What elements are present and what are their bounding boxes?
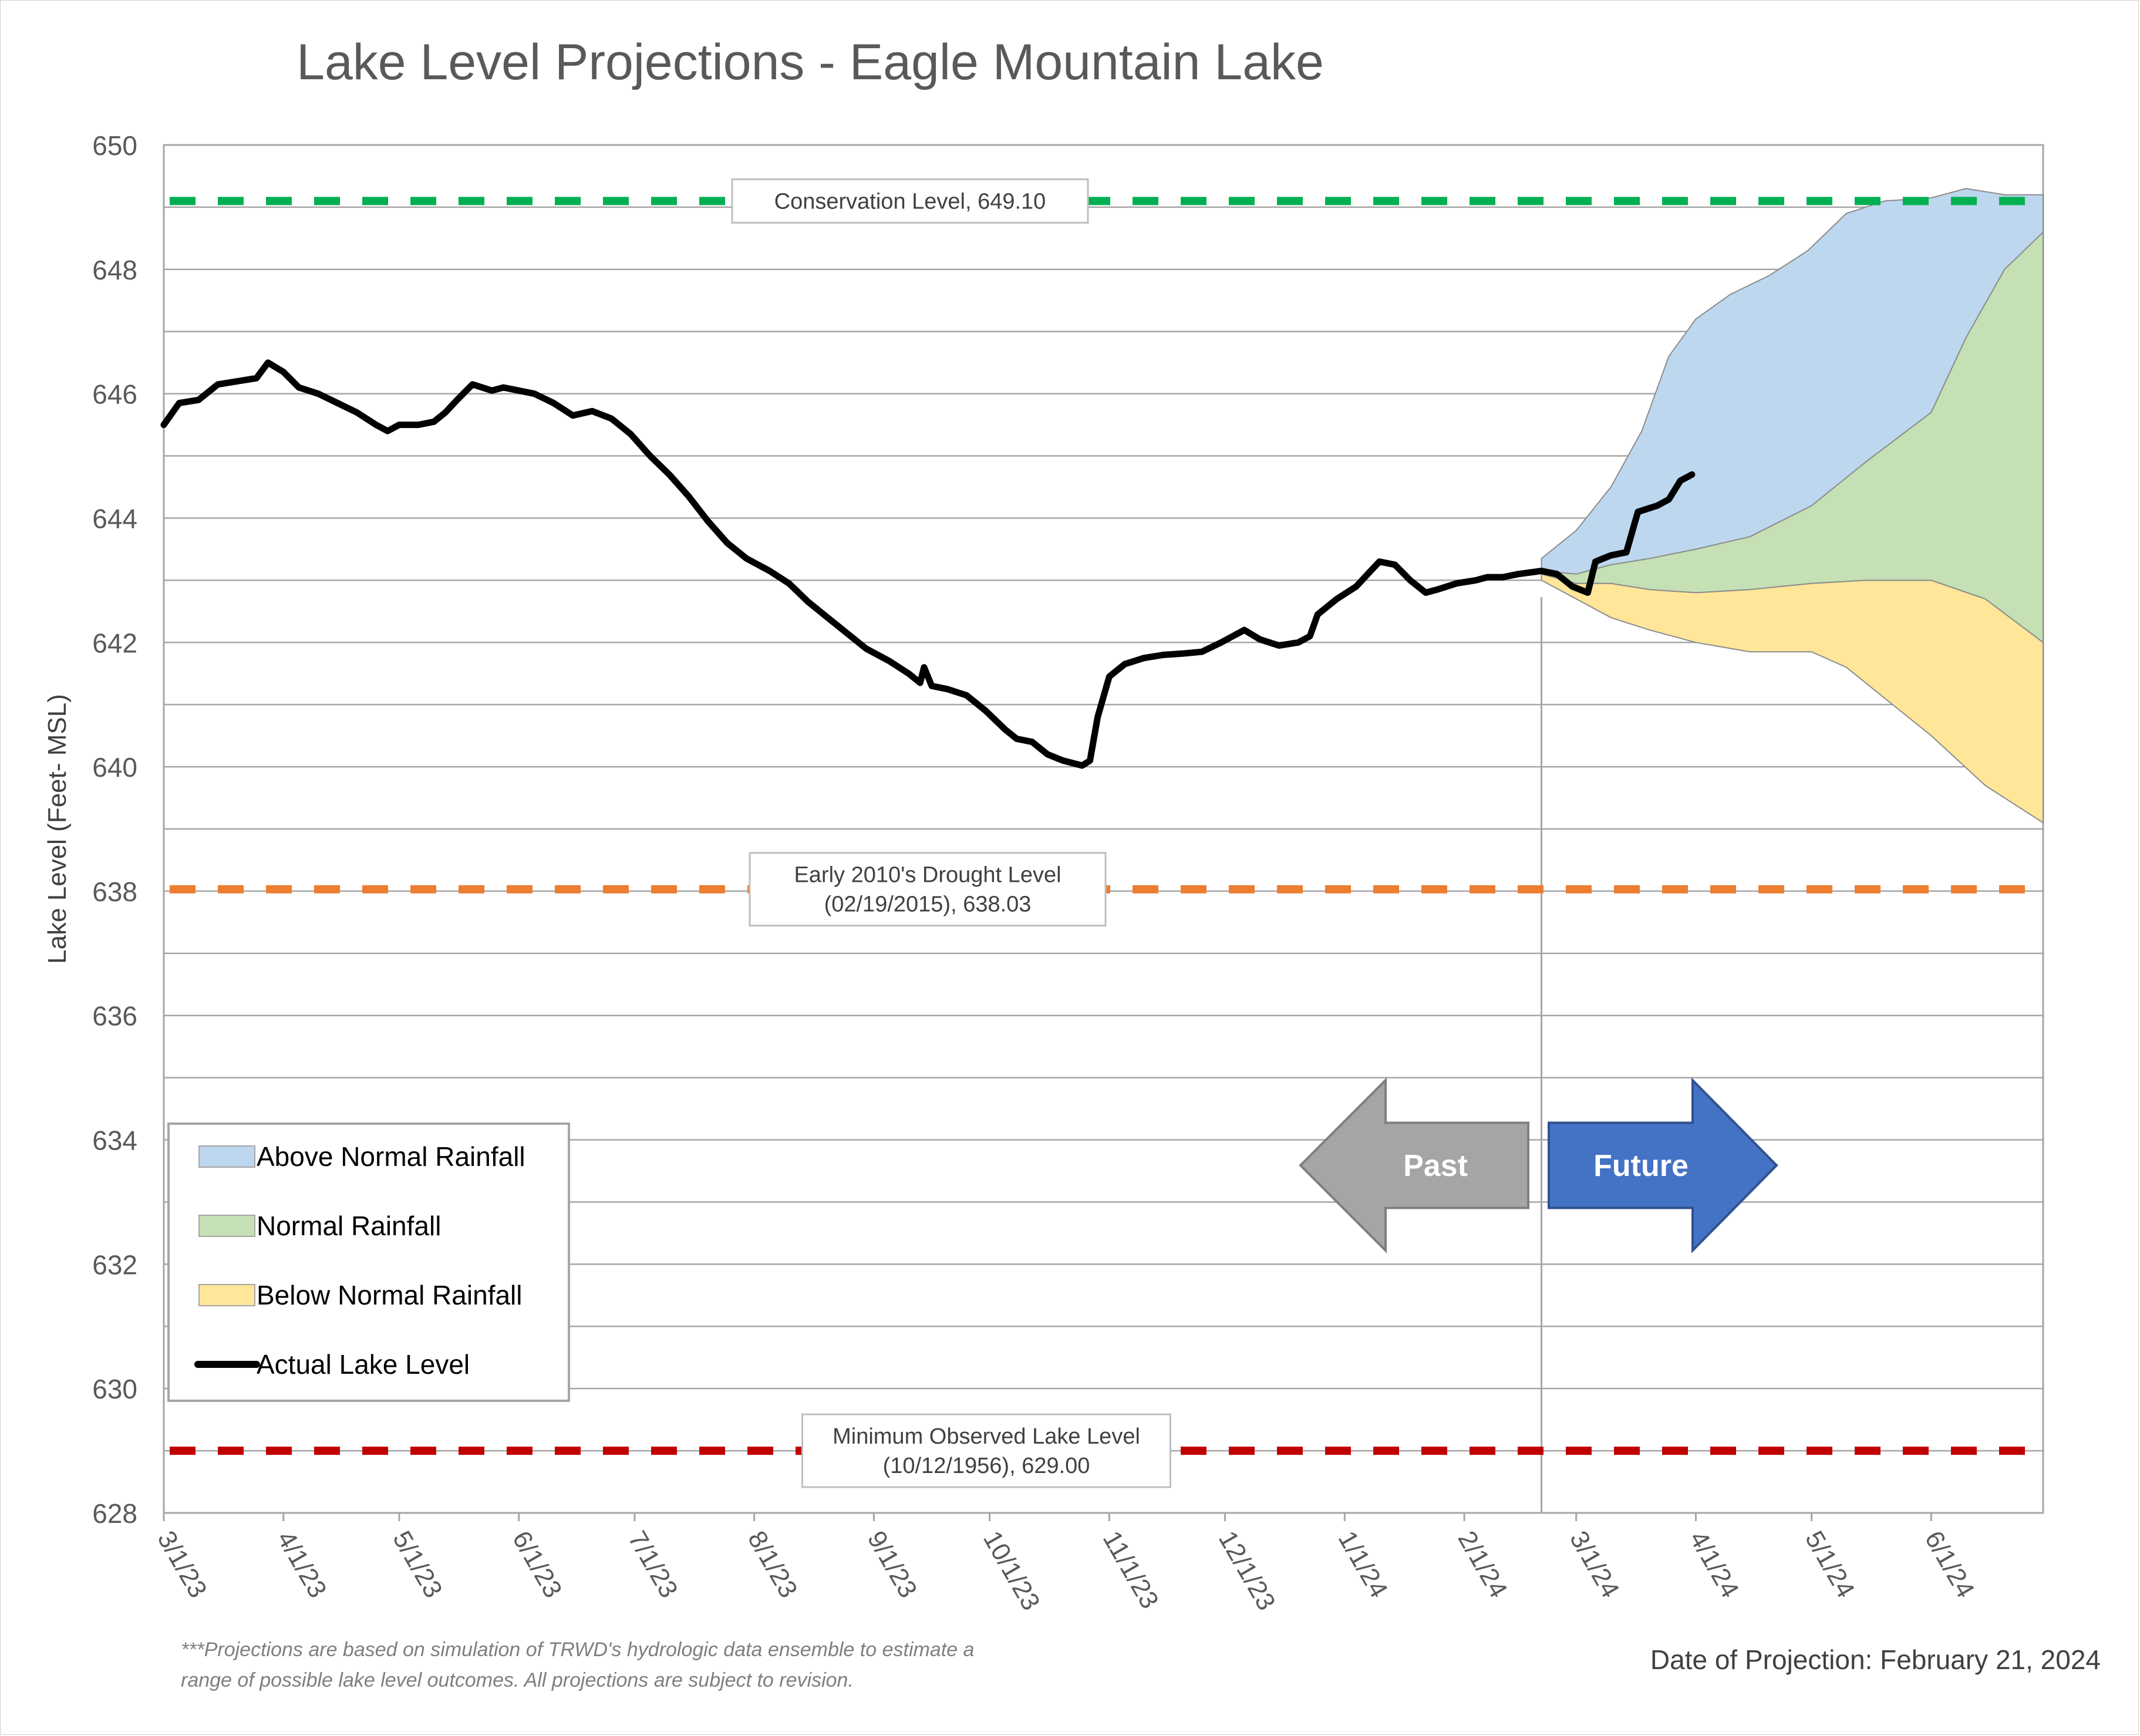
x-tick-label: 6/1/24 [1919,1526,1980,1603]
callout-box [749,852,1107,927]
x-tick-label: 12/1/23 [1213,1526,1281,1616]
grid-lines [163,144,2044,1514]
legend-item-below: Below Normal Rainfall [198,1280,523,1310]
footer-text: ***Projections are based on simulation o… [181,1639,2101,1691]
legend-item-actual: Actual Lake Level [194,1349,470,1380]
x-tick-label: 2/1/24 [1452,1526,1513,1603]
legend-item-normal: Normal Rainfall [198,1211,441,1241]
callout-label: (02/19/2015), 638.03 [824,892,1032,917]
callout-box [731,178,1089,224]
legend-label: Below Normal Rainfall [257,1280,523,1310]
x-tick-label: 3/1/23 [151,1526,213,1603]
y-tick-label: 634 [92,1125,137,1156]
y-tick-label: 632 [92,1249,137,1280]
y-tick-label: 628 [92,1498,137,1529]
projection-date-text: Date of Projection: February 21, 2024 [1650,1644,2101,1675]
below-normal-area [1541,573,2044,824]
y-tick-label: 648 [92,255,137,285]
callout-box [801,1413,1171,1488]
actual-lake-level-line [160,359,1696,769]
legend-box [167,1122,570,1402]
x-tick-label: 1/1/24 [1333,1526,1394,1603]
x-tick-label: 5/1/23 [387,1526,448,1603]
future-arrow [1548,1077,1778,1253]
past-arrow [1299,1077,1529,1253]
y-tick-label: 636 [92,1001,137,1032]
legend-label: Above Normal Rainfall [257,1141,525,1172]
projection-areas [1541,188,2044,824]
callout-label: Conservation Level, 649.10 [774,189,1046,214]
y-tick-label: 638 [92,877,137,907]
legend-swatch [198,1145,255,1168]
x-tick-label: 4/1/23 [271,1526,332,1603]
legend-label: Actual Lake Level [257,1349,470,1380]
y-tick-label: 646 [92,379,137,410]
legend-label: Normal Rainfall [257,1211,441,1241]
x-tick-label: 8/1/23 [742,1526,803,1603]
chart-title: Lake Level Projections - Eagle Mountain … [296,34,1324,90]
footnote-line: range of possible lake level outcomes. A… [181,1669,854,1691]
y-tick-label: 650 [92,130,137,161]
legend-swatch [198,1215,255,1237]
y-tick-label: 640 [92,752,137,783]
y-tick-label: 642 [92,628,137,658]
x-tick-label: 3/1/24 [1564,1526,1625,1603]
past-future-arrows: Past Future [1299,1077,1778,1253]
footnote-line: ***Projections are based on simulation o… [181,1639,974,1661]
x-tick-label: 4/1/24 [1684,1526,1745,1603]
actual-lake-level-series [160,359,1696,769]
y-tick-label: 630 [92,1374,137,1404]
callout-label: Minimum Observed Lake Level [833,1424,1140,1449]
x-tick-label: 6/1/23 [507,1526,568,1603]
legend-item-above: Above Normal Rainfall [198,1141,525,1172]
y-tick-label: 644 [92,503,137,534]
legend: Above Normal Rainfall Normal Rainfall Belo… [167,1122,570,1402]
reference-lines: Conservation Level, 649.10 Early 2010's D… [170,178,2043,1488]
callout-label: (10/12/1956), 629.00 [883,1454,1090,1478]
x-tick-label: 7/1/23 [622,1526,683,1603]
past-arrow-label: Past [1403,1149,1468,1183]
x-tick-label: 9/1/23 [862,1526,923,1603]
conservation-callout: Conservation Level, 649.10 [731,178,1089,224]
minimum-callout: Minimum Observed Lake Level (10/12/1956),… [801,1413,1171,1488]
x-tick-label: 5/1/24 [1799,1526,1861,1603]
future-arrow-label: Future [1593,1149,1689,1183]
legend-swatch [198,1284,255,1306]
y-axis-label: Lake Level (Feet- MSL) [43,694,72,964]
drought-callout: Early 2010's Drought Level (02/19/2015), … [749,852,1107,927]
callout-label: Early 2010's Drought Level [794,863,1061,888]
above-normal-area [1541,188,2044,575]
x-tick-label: 11/1/23 [1097,1526,1164,1614]
x-tick-label: 10/1/23 [978,1526,1046,1616]
plot-border [163,144,2044,1514]
